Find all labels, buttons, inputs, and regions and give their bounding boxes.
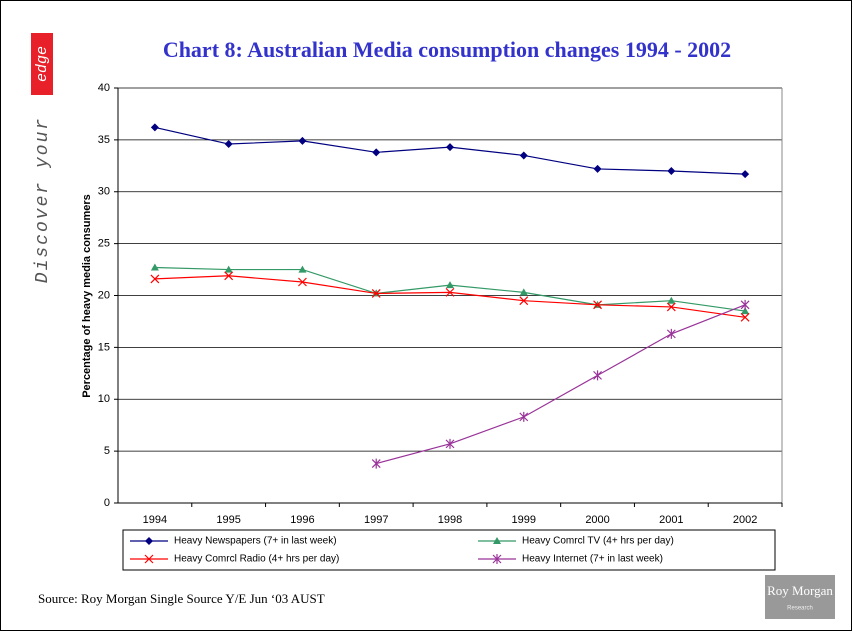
y-axis-label: Percentage of heavy media consumers (81, 194, 93, 398)
point (740, 312, 750, 322)
source-note: Source: Roy Morgan Single Source Y/E Jun… (38, 591, 325, 606)
legend-marker (493, 537, 501, 544)
legend-marker (144, 554, 154, 564)
y-tick-label: 40 (98, 82, 110, 94)
legend-marker (492, 554, 502, 564)
point (371, 458, 381, 469)
point (445, 438, 455, 449)
logo-box (765, 575, 835, 619)
logo-sub: Research (787, 606, 813, 612)
point (667, 167, 676, 175)
x-tick-label: 1996 (290, 514, 314, 526)
point (445, 287, 455, 297)
x-tick-label: 1997 (364, 514, 388, 526)
y-tick-label: 25 (98, 238, 110, 250)
y-tick-label: 5 (104, 445, 110, 457)
point (741, 170, 750, 179)
point (519, 288, 528, 296)
point (372, 148, 381, 157)
logo: Roy Morgan (767, 583, 833, 598)
x-tick-label: 2000 (585, 514, 609, 526)
y-tick-label: 15 (98, 341, 110, 353)
tagline: Discover your (33, 117, 53, 283)
legend-box (122, 529, 776, 571)
legend-label: Heavy Internet (7+ in last week) (522, 554, 663, 565)
point (150, 274, 160, 284)
point (224, 271, 234, 281)
point (666, 328, 676, 339)
x-tick-label: 1995 (216, 514, 240, 526)
y-tick-label: 30 (98, 186, 110, 198)
point (593, 300, 602, 310)
point (593, 370, 602, 381)
legend-label: Heavy Comrcl TV (4+ hrs per day) (522, 536, 674, 547)
point (446, 143, 454, 152)
series-line (376, 304, 746, 465)
point (740, 299, 750, 310)
point (224, 265, 233, 273)
legend-marker (145, 537, 153, 545)
y-tick-label: 10 (98, 393, 110, 405)
point (519, 411, 529, 422)
tagline-highlight: edge (34, 46, 51, 82)
point (666, 302, 676, 312)
point (371, 289, 381, 298)
point (298, 136, 307, 145)
point (519, 296, 529, 306)
point (741, 307, 750, 315)
legend-label: Heavy Newspapers (7+ in last week) (174, 536, 337, 547)
point (593, 164, 602, 173)
point (298, 277, 307, 287)
y-tick-label: 0 (104, 497, 110, 509)
x-tick-label: 2002 (733, 514, 757, 526)
x-tick-label: 2001 (659, 514, 683, 526)
point (224, 140, 233, 149)
point (150, 123, 159, 132)
x-tick-label: 1999 (512, 514, 536, 526)
legend-label: Heavy Comrcl Radio (4+ hrs per day) (174, 554, 339, 565)
x-tick-label: 1994 (143, 514, 167, 526)
point (298, 265, 307, 273)
x-tick-label: 1998 (438, 514, 462, 526)
point (519, 151, 528, 160)
point (667, 296, 676, 304)
point (150, 263, 159, 271)
chart-title: Chart 8: Australian Media consumption ch… (163, 37, 731, 62)
point (446, 281, 454, 289)
y-tick-label: 35 (98, 134, 110, 146)
y-tick-label: 20 (98, 289, 110, 301)
tagline-box (31, 33, 53, 95)
